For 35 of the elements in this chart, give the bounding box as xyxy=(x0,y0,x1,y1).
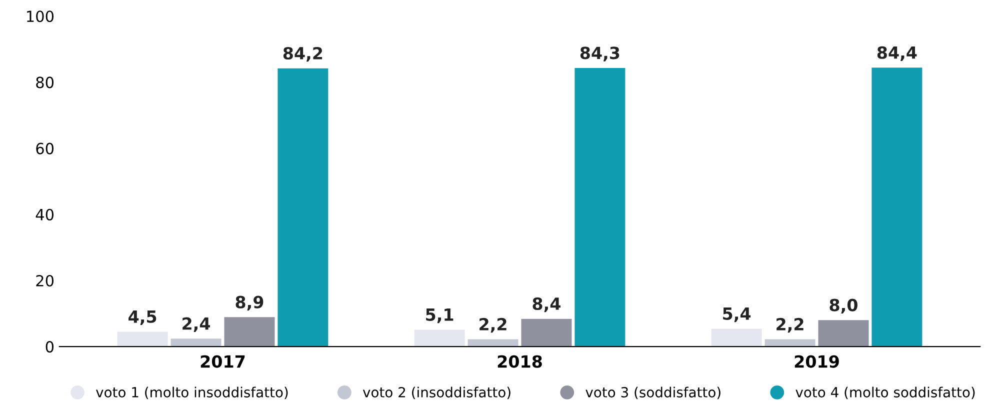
bar xyxy=(521,318,572,347)
bar xyxy=(278,68,328,347)
data-label: 5,4 xyxy=(723,308,751,322)
bar xyxy=(711,328,762,347)
bar xyxy=(117,332,168,347)
data-label: 4,5 xyxy=(128,310,156,326)
data-label: 8,9 xyxy=(236,296,264,311)
legend-label: voto 3 (soddisfatto) xyxy=(586,386,720,400)
bar xyxy=(414,330,465,347)
x-tick-label: 2019 xyxy=(794,355,839,368)
y-tick-label: 100 xyxy=(27,10,54,22)
bar xyxy=(170,338,222,347)
y-tick-label: 40 xyxy=(36,208,54,220)
y-tick-label: 0 xyxy=(46,341,54,353)
y-tick-label: 60 xyxy=(36,142,54,154)
data-label: 8,0 xyxy=(830,298,858,314)
data-label: 84,4 xyxy=(877,46,917,62)
legend-label: voto 4 (molto soddisfatto) xyxy=(796,386,975,400)
data-label: 5,1 xyxy=(426,308,454,324)
data-label: 8,4 xyxy=(532,297,560,312)
bar xyxy=(224,317,275,347)
bar xyxy=(818,320,869,347)
x-tick-label: 2017 xyxy=(200,355,245,368)
data-label: 84,2 xyxy=(283,46,322,62)
data-label: 2,4 xyxy=(182,317,210,332)
legend-label: voto 1 (molto insoddisfatto) xyxy=(96,386,288,400)
bar xyxy=(872,68,922,347)
data-label: 2,2 xyxy=(480,318,506,333)
y-tick-label: 20 xyxy=(36,274,54,287)
data-label: 2,2 xyxy=(776,318,804,333)
bar xyxy=(574,68,626,347)
y-tick-label: 80 xyxy=(36,76,54,88)
x-tick-label: 2018 xyxy=(498,355,542,368)
data-label: 84,3 xyxy=(580,46,620,62)
legend-label: voto 2 (insoddisfatto) xyxy=(362,386,510,400)
